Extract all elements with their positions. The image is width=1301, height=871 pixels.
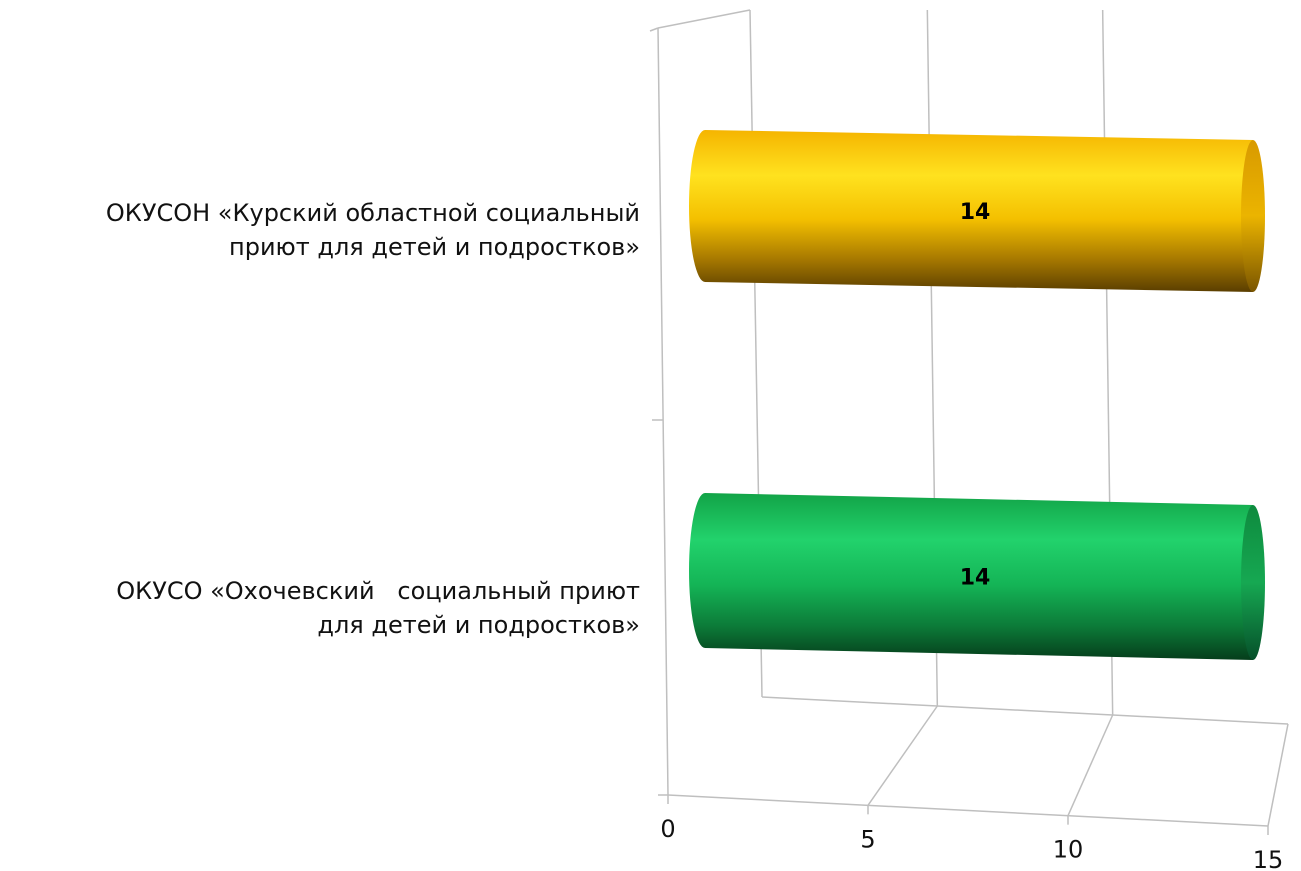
y-tick-top [649,27,659,32]
bar-end-cap [1241,140,1265,292]
bar-cylinder [689,493,1265,660]
x-tick-label: 5 [860,825,875,853]
back-wall-left-edge [657,27,669,796]
category-label-kursk: ОКУСОН «Курский областной социальный при… [105,199,640,261]
data-labels: 14 14 [960,200,991,591]
floor-back-edge [761,696,1289,725]
bar-end-cap [1241,505,1265,660]
floor-gridline [867,705,938,806]
category-label-okhochevsky: ОКУСО «Охочевский социальный приют для д… [116,577,640,639]
bar-body [689,130,1253,292]
bar-cylinder [689,130,1265,292]
floor-front-edge [667,794,1269,827]
x-tick-label: 15 [1253,846,1284,871]
bar-data-label: 14 [960,200,991,225]
x-tick-label: 0 [660,815,675,843]
x-tick-label: 10 [1053,836,1084,864]
floor-gridline [1267,723,1289,827]
bar-body [689,493,1253,660]
floor-gridline [1067,714,1114,816]
bars [689,130,1265,660]
x-axis-ticks: 0 5 10 15 [660,815,1283,871]
back-wall-top-edge [657,9,751,29]
bar-data-label: 14 [960,566,991,591]
